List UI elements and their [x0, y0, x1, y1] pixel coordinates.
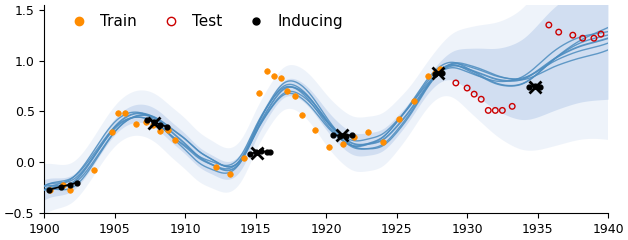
Point — [554, 30, 564, 34]
Point — [245, 152, 255, 156]
Point — [507, 104, 517, 108]
Point — [57, 185, 67, 189]
Point — [251, 150, 261, 154]
Point — [568, 33, 578, 37]
Point — [310, 128, 320, 132]
Point — [596, 32, 606, 36]
Point — [394, 117, 404, 120]
Point — [476, 97, 486, 101]
Point — [490, 108, 501, 112]
Point — [297, 114, 307, 117]
Point — [423, 74, 433, 78]
Point — [589, 36, 599, 40]
Point — [141, 120, 151, 124]
Point — [45, 188, 55, 192]
Point — [142, 118, 152, 121]
Point — [155, 129, 165, 133]
Point — [290, 94, 300, 98]
Point — [72, 181, 82, 185]
Point — [89, 168, 99, 172]
Point — [149, 120, 160, 124]
Point — [524, 85, 534, 89]
Point — [535, 85, 545, 89]
Point — [211, 165, 221, 169]
Point — [65, 183, 75, 186]
Point — [469, 92, 479, 96]
Point — [544, 23, 554, 27]
Point — [239, 156, 249, 160]
Point — [265, 150, 275, 154]
Point — [254, 91, 264, 95]
Point — [409, 99, 419, 103]
Point — [256, 149, 266, 153]
Point — [262, 69, 272, 73]
Point — [43, 188, 53, 192]
Point — [163, 128, 173, 132]
Point — [349, 135, 359, 139]
Point — [335, 134, 345, 138]
Point — [341, 134, 351, 138]
Point — [65, 188, 75, 192]
Point — [435, 67, 445, 71]
Point — [462, 86, 472, 90]
Point — [131, 122, 141, 126]
Point — [170, 138, 180, 142]
Point — [530, 84, 540, 88]
Point — [436, 71, 447, 75]
Point — [107, 130, 117, 134]
Point — [324, 145, 334, 149]
Point — [430, 72, 440, 76]
Point — [451, 81, 461, 85]
Point — [262, 150, 272, 154]
Point — [269, 74, 279, 78]
Point — [155, 123, 165, 126]
Point — [58, 183, 68, 186]
Point — [328, 133, 338, 137]
Point — [162, 125, 172, 129]
Point — [377, 140, 387, 144]
Point — [225, 173, 236, 176]
Point — [112, 112, 122, 115]
Point — [497, 108, 507, 112]
Point — [347, 133, 357, 137]
Point — [430, 71, 440, 75]
Point — [338, 142, 348, 146]
Legend: Train, Test, Inducing: Train, Test, Inducing — [58, 8, 349, 35]
Point — [364, 130, 374, 134]
Point — [483, 108, 493, 112]
Point — [120, 112, 130, 115]
Point — [578, 36, 588, 40]
Point — [282, 89, 292, 93]
Point — [148, 123, 158, 126]
Point — [276, 76, 286, 80]
